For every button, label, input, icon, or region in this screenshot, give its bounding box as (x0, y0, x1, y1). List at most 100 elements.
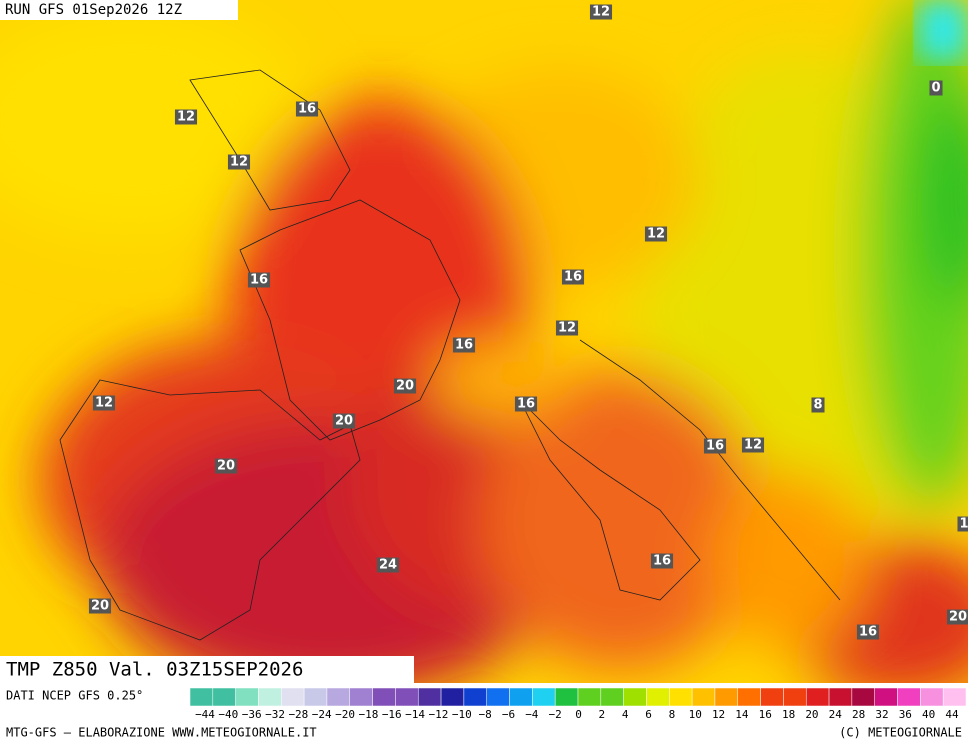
scale-label: 18 (782, 708, 795, 721)
data-source: DATI NCEP GFS 0.25° (6, 689, 143, 703)
isotherm-label-box (589, 4, 613, 20)
scale-swatch (760, 687, 784, 707)
scale-swatch (417, 687, 442, 707)
scale-label: −10 (452, 708, 472, 721)
scale-swatch (783, 687, 807, 707)
isotherm-label-box (856, 624, 880, 640)
scale-label: −8 (479, 708, 492, 721)
isotherm-label: 12 (744, 438, 762, 453)
isotherm-label: 20 (335, 414, 353, 429)
scale-swatch (669, 687, 693, 707)
scale-swatch (349, 687, 373, 707)
scale-swatch (189, 687, 214, 707)
isotherm-label: 16 (564, 270, 582, 285)
scale-swatch (326, 687, 351, 707)
isotherm-label: 20 (217, 459, 235, 474)
scale-swatch (395, 687, 419, 707)
caption-box (0, 656, 414, 683)
isotherm-label: 16 (455, 338, 473, 353)
scale-swatch (623, 687, 647, 707)
scale-swatch (920, 687, 944, 707)
scale-label: 2 (599, 708, 606, 721)
scale-label: 40 (922, 708, 935, 721)
scale-label: 20 (805, 708, 818, 721)
isotherm-label-box (393, 378, 417, 394)
isotherm-label-box (88, 598, 112, 614)
scale-label: 6 (645, 708, 652, 721)
scale-swatch (463, 687, 487, 707)
scale-swatch (874, 687, 898, 707)
scale-swatch (828, 687, 853, 707)
scale-swatch (486, 687, 510, 707)
isotherm-label-box (174, 109, 198, 125)
scale-swatch (600, 687, 624, 707)
scale-swatch (554, 687, 579, 707)
scale-label: 16 (759, 708, 772, 721)
isotherm-label: 12 (592, 5, 610, 20)
color-scale: −44 −40 −36 −32 −28 −24 −20 −18 −16 −14 −12 −10 −8 −6… (189, 687, 967, 721)
scale-label: −18 (358, 708, 378, 721)
isotherm-label: 20 (949, 610, 967, 625)
scale-swatch (942, 687, 967, 707)
isotherm-label-box (452, 337, 476, 353)
isotherm-label-box (946, 609, 968, 625)
scale-label: 44 (945, 708, 959, 721)
isotherm-label: 0 (931, 81, 940, 96)
isotherm-label-box (514, 396, 538, 412)
scale-swatch (532, 687, 556, 707)
scale-swatch (897, 687, 921, 707)
scale-swatch (714, 687, 739, 707)
scale-label: 12 (712, 708, 725, 721)
scale-swatch (805, 687, 830, 707)
isotherm-label-box (247, 272, 271, 288)
isotherm-label: 24 (379, 558, 397, 573)
scale-label: 14 (735, 708, 749, 721)
scale-label: 36 (899, 708, 912, 721)
scale-swatch (235, 687, 259, 707)
isotherm-label: 16 (298, 102, 316, 117)
isotherm-label: 20 (91, 599, 109, 614)
isotherm-label-box (561, 269, 585, 285)
isotherm-label: 16 (250, 273, 268, 288)
isotherm-label-box (227, 154, 251, 170)
scale-label: 4 (622, 708, 629, 721)
coastlines (59, 69, 841, 641)
scale-label: 28 (852, 708, 865, 721)
scale-swatch (577, 687, 602, 707)
scale-swatch (646, 687, 670, 707)
scale-label: −44 (195, 708, 215, 721)
scale-label: 24 (829, 708, 843, 721)
isotherm-label-box (929, 80, 943, 96)
scale-label: −36 (242, 708, 262, 721)
isotherm-labels: 12 0 12 16 12 12 16 16 12 16 20 12 16 8 20 16 12 20 1 24 16 2… (88, 4, 968, 688)
scale-label: 10 (689, 708, 702, 721)
scale-label: −40 (218, 708, 238, 721)
isotherm-label: 12 (95, 396, 113, 411)
isotherm-label: 1 (959, 517, 968, 532)
scale-label: −2 (549, 708, 562, 721)
scale-label: −4 (525, 708, 539, 721)
isotherm-label-box (295, 101, 319, 117)
scale-swatch (303, 687, 328, 707)
scale-swatch (258, 687, 282, 707)
isotherm-label-box (811, 397, 825, 413)
run-box (0, 0, 238, 20)
isotherm-label: 12 (230, 155, 248, 170)
scale-label: 0 (575, 708, 582, 721)
scale-swatch (440, 687, 465, 707)
scale-label: −14 (405, 708, 425, 721)
isotherm-label-box (555, 320, 579, 336)
isotherm-label-box (332, 413, 356, 429)
scale-swatch (737, 687, 761, 707)
isotherm-label: 20 (396, 379, 414, 394)
scale-label: −24 (312, 708, 332, 721)
isotherm-label-box (741, 437, 765, 453)
caption: TMP Z850 Val. 03Z15SEP2026 (6, 659, 303, 681)
temperature-field (0, 0, 968, 700)
scale-swatch (509, 687, 533, 707)
isotherm-label: 12 (177, 110, 195, 125)
scale-swatch (372, 687, 396, 707)
scale-swatch (212, 687, 236, 707)
isotherm-label: 16 (859, 625, 877, 640)
